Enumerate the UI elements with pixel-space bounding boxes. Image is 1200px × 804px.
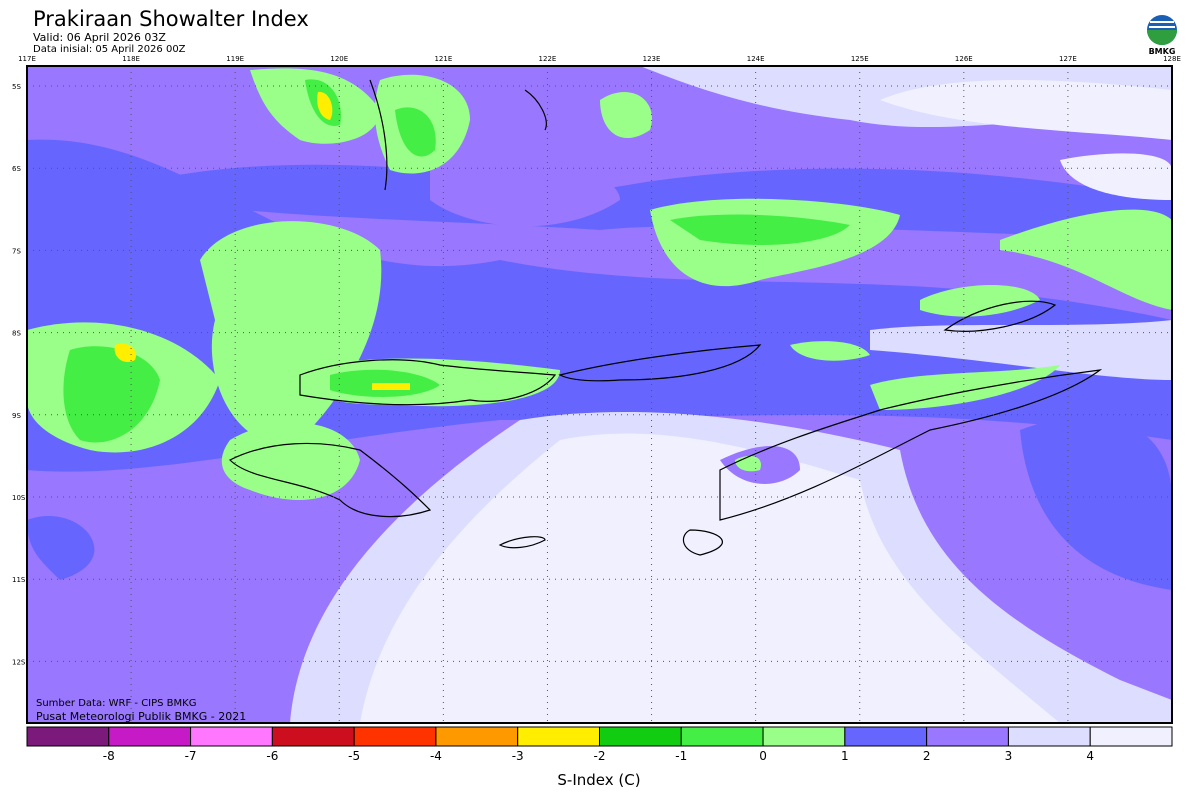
colorbar-tick-label: 3 bbox=[1005, 749, 1013, 763]
colorbar-swatch bbox=[26, 726, 110, 747]
colorbar-swatch bbox=[1089, 726, 1173, 747]
logo: BMKG bbox=[1147, 15, 1177, 56]
colorbar-swatch bbox=[762, 726, 846, 747]
colorbar-tick-label: -1 bbox=[675, 749, 687, 763]
lon-label: 121E bbox=[434, 55, 452, 63]
colorbar-swatch bbox=[517, 726, 601, 747]
colorbar-swatch bbox=[926, 726, 1009, 747]
colorbar-tick-label: -6 bbox=[266, 749, 278, 763]
initial-time: Data inisial: 05 April 2026 00Z bbox=[33, 44, 186, 55]
lon-label: 128E bbox=[1163, 55, 1181, 63]
colorbar-tick-label: -8 bbox=[103, 749, 115, 763]
valid-time: Valid: 06 April 2026 03Z bbox=[33, 31, 166, 44]
lat-label: 5S bbox=[12, 83, 21, 91]
map-frame bbox=[26, 65, 1173, 724]
colorbar-swatch bbox=[680, 726, 764, 747]
lon-label: 117E bbox=[18, 55, 36, 63]
lon-label: 119E bbox=[226, 55, 244, 63]
lon-label: 122E bbox=[539, 55, 557, 63]
colorbar-swatch bbox=[190, 726, 273, 747]
colorbar-tick-label: 1 bbox=[841, 749, 849, 763]
lon-label: 124E bbox=[747, 55, 765, 63]
lat-label: 12S bbox=[12, 658, 26, 666]
colorbar-swatch bbox=[844, 726, 928, 747]
colorbar-tick-label: 0 bbox=[759, 749, 767, 763]
logo-text: BMKG bbox=[1149, 47, 1176, 56]
title: Prakiraan Showalter Index bbox=[33, 7, 309, 31]
lon-label: 123E bbox=[643, 55, 661, 63]
lat-label: 8S bbox=[12, 330, 21, 338]
colorbar-tick-label: 2 bbox=[923, 749, 931, 763]
colorbar-swatch bbox=[1007, 726, 1091, 747]
lat-label: 7S bbox=[12, 247, 21, 255]
source-text: Sumber Data: WRF - CIPS BMKG bbox=[36, 698, 196, 709]
colorbar-tick-label: -7 bbox=[185, 749, 197, 763]
colorbar-tick-label: -5 bbox=[348, 749, 360, 763]
colorbar-label: S-Index (C) bbox=[557, 771, 640, 789]
lon-label: 118E bbox=[122, 55, 140, 63]
lon-label: 126E bbox=[955, 55, 973, 63]
coastlines bbox=[228, 79, 1103, 556]
lon-label: 127E bbox=[1059, 55, 1077, 63]
lat-label: 6S bbox=[12, 165, 21, 173]
lat-label: 11S bbox=[12, 576, 26, 584]
colorbar-tick-label: -4 bbox=[430, 749, 442, 763]
lat-label: 10S bbox=[12, 494, 26, 502]
grid: 117E 118E 119E 120E 121E 122E 123E 124E 125E 126E… bbox=[12, 55, 1181, 723]
colorbar-swatch bbox=[108, 726, 192, 747]
colorbar-swatch bbox=[435, 726, 519, 747]
colorbar-tick-label: -3 bbox=[512, 749, 524, 763]
colorbar-swatch bbox=[599, 726, 682, 747]
lat-label: 9S bbox=[12, 412, 21, 420]
colorbar-swatch bbox=[271, 726, 355, 747]
colorbar-tick-label: -2 bbox=[594, 749, 606, 763]
colorbar: -8 -7 -6 -5 -4 -3 -2 -1 0 1 2 3 4 bbox=[26, 726, 1173, 763]
map-field bbox=[27, 66, 1172, 723]
credit-text: Pusat Meteorologi Publik BMKG - 2021 bbox=[36, 710, 246, 723]
colorbar-tick-label: 4 bbox=[1086, 749, 1094, 763]
colorbar-swatch bbox=[353, 726, 437, 747]
lon-label: 120E bbox=[330, 55, 348, 63]
lon-label: 125E bbox=[851, 55, 869, 63]
